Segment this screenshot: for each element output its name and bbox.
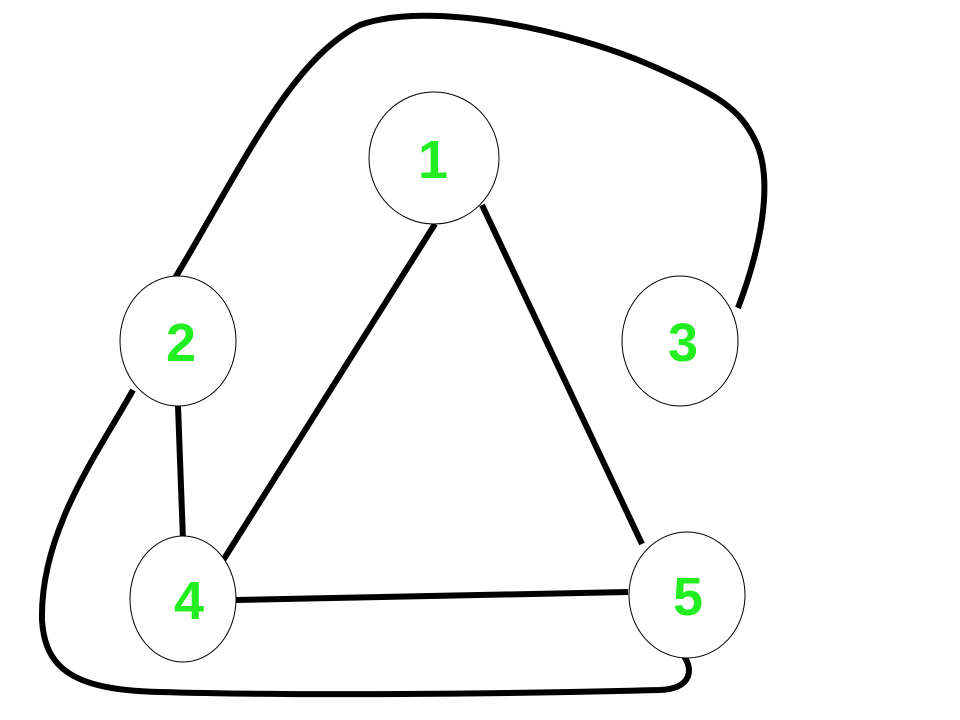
node-2[interactable]: 2 — [119, 275, 237, 407]
node-4-label: 4 — [174, 571, 204, 631]
node-1-label: 1 — [418, 130, 448, 190]
edge-1-5 — [479, 203, 645, 546]
node-1-circle — [368, 91, 500, 225]
node-1[interactable]: 1 — [368, 91, 500, 225]
node-4-circle — [129, 535, 237, 663]
node-5[interactable]: 5 — [628, 531, 746, 659]
node-2-circle — [119, 275, 237, 407]
nodes: 1 2 3 4 5 — [119, 91, 746, 663]
node-3[interactable]: 3 — [621, 275, 739, 407]
edge-4-5 — [235, 589, 629, 603]
edge-2-5 — [38, 388, 692, 698]
edges — [38, 12, 768, 698]
edge-2-3 — [172, 12, 768, 310]
node-3-label: 3 — [668, 313, 698, 373]
node-4[interactable]: 4 — [129, 535, 237, 663]
node-5-label: 5 — [673, 567, 703, 627]
node-3-circle — [621, 275, 739, 407]
edge-1-4 — [219, 222, 438, 564]
node-2-label: 2 — [166, 313, 196, 373]
node-5-circle — [628, 531, 746, 659]
edge-2-4 — [175, 405, 186, 541]
